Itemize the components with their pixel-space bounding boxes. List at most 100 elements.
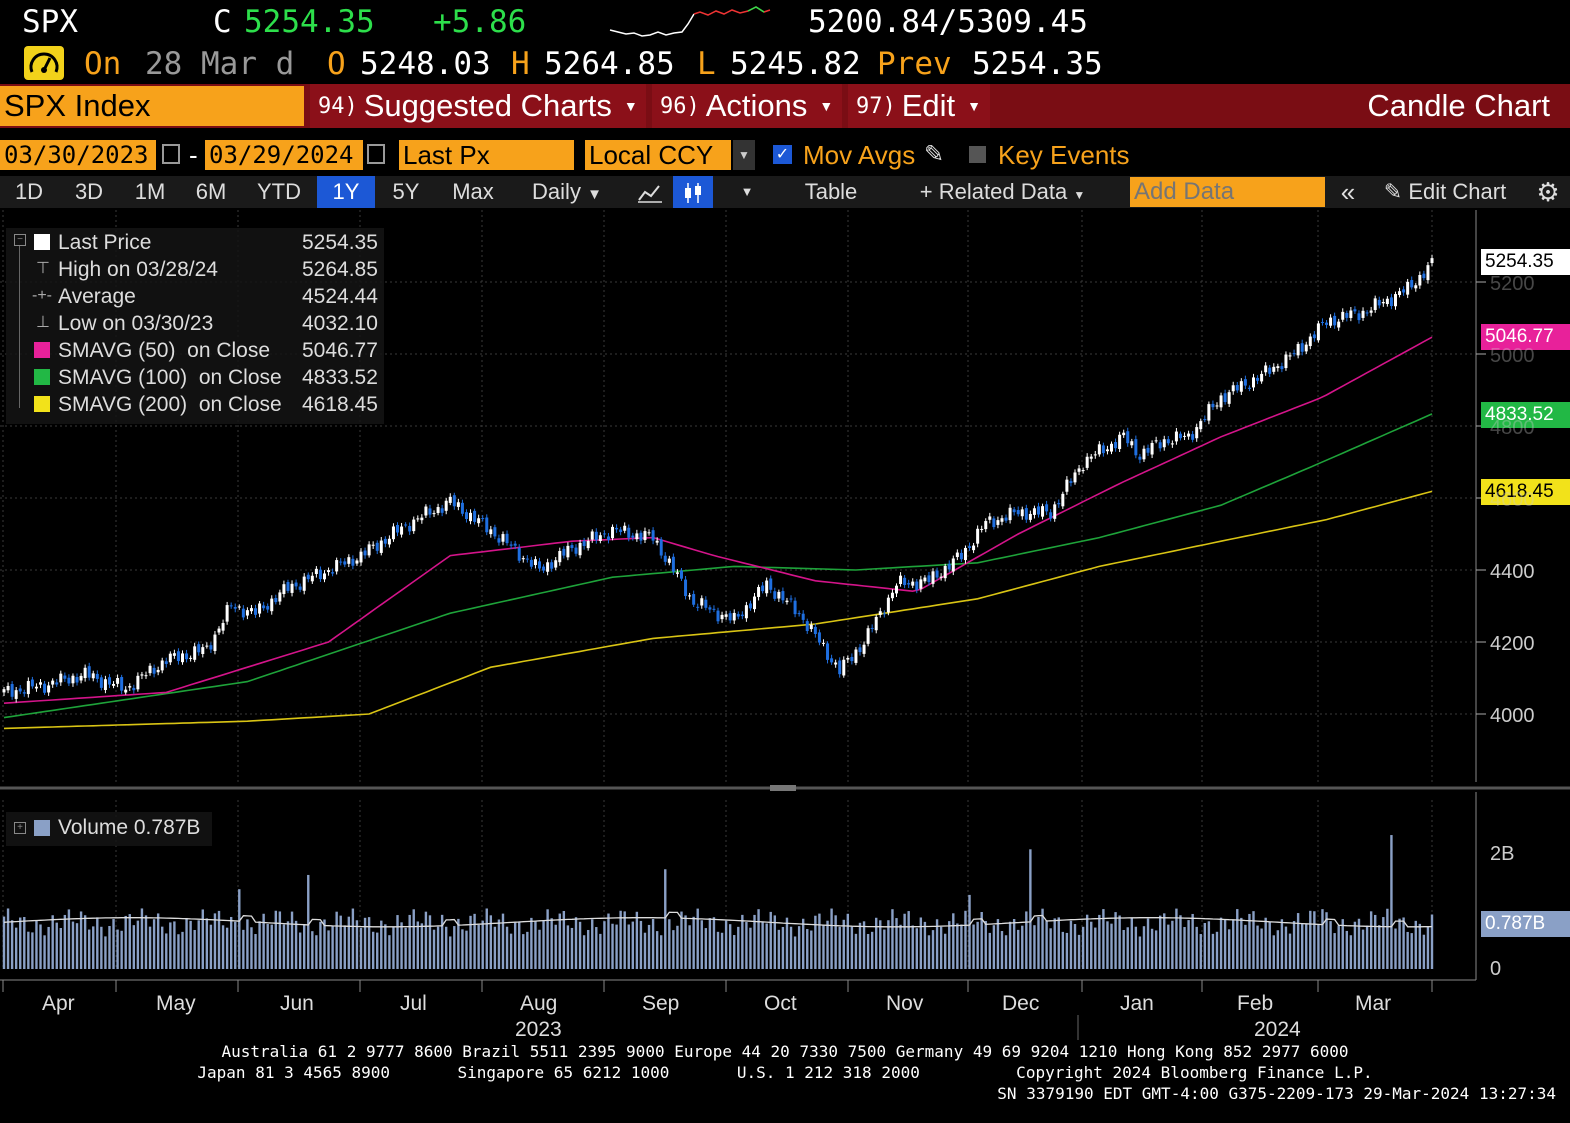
volume-bar xyxy=(376,932,379,969)
candle-body xyxy=(497,538,501,543)
calendar-icon[interactable] xyxy=(367,144,385,164)
candle-body xyxy=(1349,310,1353,318)
candle-body xyxy=(278,592,282,602)
price-chart[interactable] xyxy=(0,210,1570,1040)
range-ytd[interactable]: YTD xyxy=(257,179,301,204)
end-date-input[interactable]: 03/29/2024 xyxy=(205,140,363,170)
range-1d[interactable]: 1D xyxy=(14,179,44,204)
volume-bar xyxy=(83,915,87,969)
mov-avgs-checkbox[interactable]: ✓ xyxy=(773,145,792,164)
range-1y[interactable]: 1Y xyxy=(317,176,375,208)
start-date-input[interactable]: 03/30/2023 xyxy=(0,140,156,170)
volume-bar xyxy=(826,920,829,969)
key-events-label[interactable]: Key Events xyxy=(998,140,1130,170)
volume-bar xyxy=(562,910,566,969)
volume-bar xyxy=(960,924,963,969)
volume-bar xyxy=(1134,926,1138,969)
volume-bar xyxy=(181,931,184,969)
table-button[interactable]: Table xyxy=(804,179,858,204)
volume-bar xyxy=(10,920,14,969)
add-data-input[interactable] xyxy=(1130,177,1325,207)
volume-bar xyxy=(1154,930,1158,969)
volume-legend-expand-icon[interactable]: + xyxy=(14,822,26,834)
candle-body xyxy=(245,610,249,616)
candle-body xyxy=(140,674,144,676)
candle-body xyxy=(968,546,972,548)
edit-chart-button[interactable]: ✎ Edit Chart xyxy=(1370,176,1520,208)
volume-bar xyxy=(956,923,959,969)
volume-bar xyxy=(493,926,497,969)
volume-bar xyxy=(1317,924,1320,969)
actions-menu[interactable]: 96) Actions ▼ xyxy=(652,84,842,128)
volume-bar xyxy=(801,918,805,969)
security-field[interactable]: SPX Index xyxy=(0,86,304,126)
volume-bar xyxy=(842,919,845,969)
speedometer-icon[interactable] xyxy=(24,46,64,80)
candle-body xyxy=(213,634,217,651)
volume-bar xyxy=(473,913,476,969)
month-sep: Sep xyxy=(642,992,680,1015)
frequency-select[interactable]: Daily ▼ xyxy=(512,176,622,208)
volume-bar xyxy=(1272,935,1275,969)
candle-body xyxy=(1036,506,1040,515)
caret-down-icon: ▼ xyxy=(623,98,638,114)
currency-dropdown-button[interactable]: ▼ xyxy=(733,140,755,170)
range-6m[interactable]: 6M xyxy=(195,179,227,204)
volume-bar xyxy=(1309,910,1312,969)
candle-body xyxy=(172,653,176,656)
range-max[interactable]: Max xyxy=(452,179,494,204)
volume-bar xyxy=(428,915,432,969)
volume-bar xyxy=(1215,931,1219,969)
volume-bar xyxy=(672,930,675,969)
candle-chart-icon[interactable] xyxy=(673,176,713,208)
candle-body xyxy=(1077,468,1081,472)
volume-bar xyxy=(1025,911,1028,969)
volume-bar xyxy=(595,927,598,969)
related-data-button[interactable]: + Related Data ▼ xyxy=(900,176,1105,208)
candle-body xyxy=(55,682,59,685)
range-1m[interactable]: 1M xyxy=(134,179,166,204)
candle-body xyxy=(643,531,647,541)
calendar-icon[interactable] xyxy=(162,144,180,164)
chart-style-dropdown[interactable]: ▼ xyxy=(740,184,754,199)
volume-bar xyxy=(822,924,825,969)
candle-body xyxy=(132,687,136,691)
volume-bar xyxy=(1252,911,1255,969)
month-may: May xyxy=(156,992,196,1015)
pencil-icon[interactable]: ✎ xyxy=(924,141,945,168)
sma50-swatch xyxy=(34,342,50,358)
candle-body xyxy=(785,600,789,603)
candle-body xyxy=(1024,508,1028,520)
range-3d[interactable]: 3D xyxy=(74,179,104,204)
volume-bar xyxy=(1361,929,1365,969)
collapse-icon[interactable]: « xyxy=(1340,177,1356,207)
sma50-line xyxy=(3,336,1433,704)
candle-body xyxy=(1418,275,1422,286)
candle-body xyxy=(229,605,233,607)
edit-menu[interactable]: 97) Edit ▼ xyxy=(848,84,990,128)
candle-body xyxy=(736,614,740,617)
candle-body xyxy=(943,565,947,579)
key-events-checkbox[interactable] xyxy=(969,146,986,163)
volume-bar xyxy=(895,918,898,969)
suggested-charts-menu[interactable]: 94) Suggested Charts ▼ xyxy=(310,84,646,128)
volume-bar xyxy=(497,919,501,969)
legend-label-low: Low on 03/30/23 xyxy=(58,312,214,335)
volume-bar xyxy=(818,913,821,969)
currency-select[interactable]: Local CCY xyxy=(585,140,731,170)
sma200-tag: 4618.45 xyxy=(1481,479,1570,505)
legend-value-sma50: 5046.77 xyxy=(302,339,378,362)
volume-bar xyxy=(39,924,42,969)
candle-body xyxy=(1178,433,1182,439)
mov-avgs-label[interactable]: Mov Avgs xyxy=(803,140,916,170)
volume-bar xyxy=(242,929,245,969)
gear-icon[interactable]: ⚙ xyxy=(1536,177,1560,207)
volume-bar xyxy=(1264,917,1267,969)
line-chart-icon[interactable] xyxy=(628,176,672,208)
candle-body xyxy=(30,679,34,687)
range-5y[interactable]: 5Y xyxy=(392,179,420,204)
candle-body xyxy=(671,556,675,572)
volume-bar xyxy=(534,920,537,969)
field-select[interactable]: Last Px xyxy=(399,140,574,170)
legend-collapse-icon[interactable]: − xyxy=(14,234,26,246)
